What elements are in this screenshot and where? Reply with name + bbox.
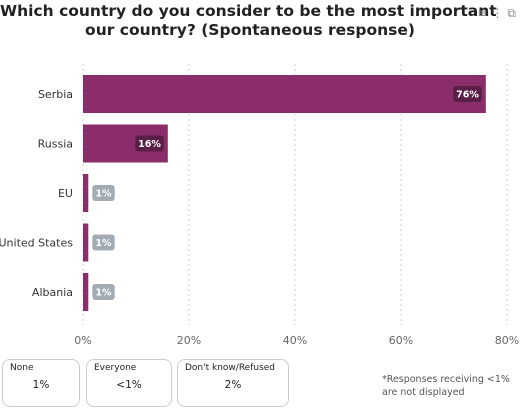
category-label: United States bbox=[0, 237, 73, 250]
data-label-badge bbox=[92, 185, 115, 201]
bar-chart: 0% 20% 40% 60% 80% Serbia 76% Russia 16% EU 1% Unit… bbox=[0, 64, 519, 347]
category-label: Russia bbox=[38, 138, 73, 151]
data-label: 76% bbox=[456, 90, 479, 101]
chart-title: Which country do you consider to be the … bbox=[0, 2, 500, 40]
category-label: Albania bbox=[32, 286, 73, 299]
x-tick-label: 60% bbox=[389, 334, 413, 347]
data-label: 16% bbox=[138, 139, 161, 150]
data-label-badge bbox=[92, 234, 115, 251]
more-icon[interactable]: ⋮ bbox=[491, 6, 504, 20]
data-label: 1% bbox=[95, 288, 112, 299]
filter-icon[interactable]: ≡ bbox=[477, 6, 488, 20]
none-box-value: 1% bbox=[32, 379, 50, 391]
data-label: 1% bbox=[95, 238, 112, 249]
bar bbox=[83, 223, 89, 262]
data-label-badge bbox=[453, 86, 482, 102]
dont-know-box: Don't know/Refused 2% bbox=[177, 359, 289, 407]
data-label-badge bbox=[92, 284, 115, 300]
everyone-box-label: Everyone bbox=[94, 363, 137, 373]
x-tick-label: 20% bbox=[177, 334, 201, 347]
x-tick-label: 0% bbox=[74, 334, 91, 347]
expand-icon[interactable]: ⧉ bbox=[507, 6, 516, 20]
x-tick-label: 80% bbox=[495, 334, 519, 347]
dont-know-box-value: 2% bbox=[224, 379, 242, 391]
data-label-badge bbox=[135, 135, 164, 152]
category-label: EU bbox=[58, 187, 73, 200]
none-box-label: None bbox=[10, 363, 34, 373]
x-tick-label: 40% bbox=[283, 334, 307, 347]
dont-know-box-label: Don't know/Refused bbox=[185, 363, 276, 373]
footnote: *Responses receiving <1% are not display… bbox=[382, 374, 510, 398]
everyone-box: Everyone <1% bbox=[86, 359, 172, 407]
chart-title-line-2: our country? (Spontaneous response) bbox=[85, 21, 415, 39]
none-box: None 1% bbox=[2, 359, 80, 407]
bar bbox=[83, 273, 89, 311]
chart-toolbar: ≡ ⋮ ⧉ bbox=[477, 6, 516, 21]
everyone-box-value: <1% bbox=[116, 379, 142, 391]
chart-title-line-1: Which country do you consider to be the … bbox=[0, 2, 500, 20]
bar bbox=[83, 174, 89, 212]
data-label: 1% bbox=[95, 189, 112, 200]
bar bbox=[83, 75, 486, 113]
category-label: Serbia bbox=[38, 88, 73, 101]
